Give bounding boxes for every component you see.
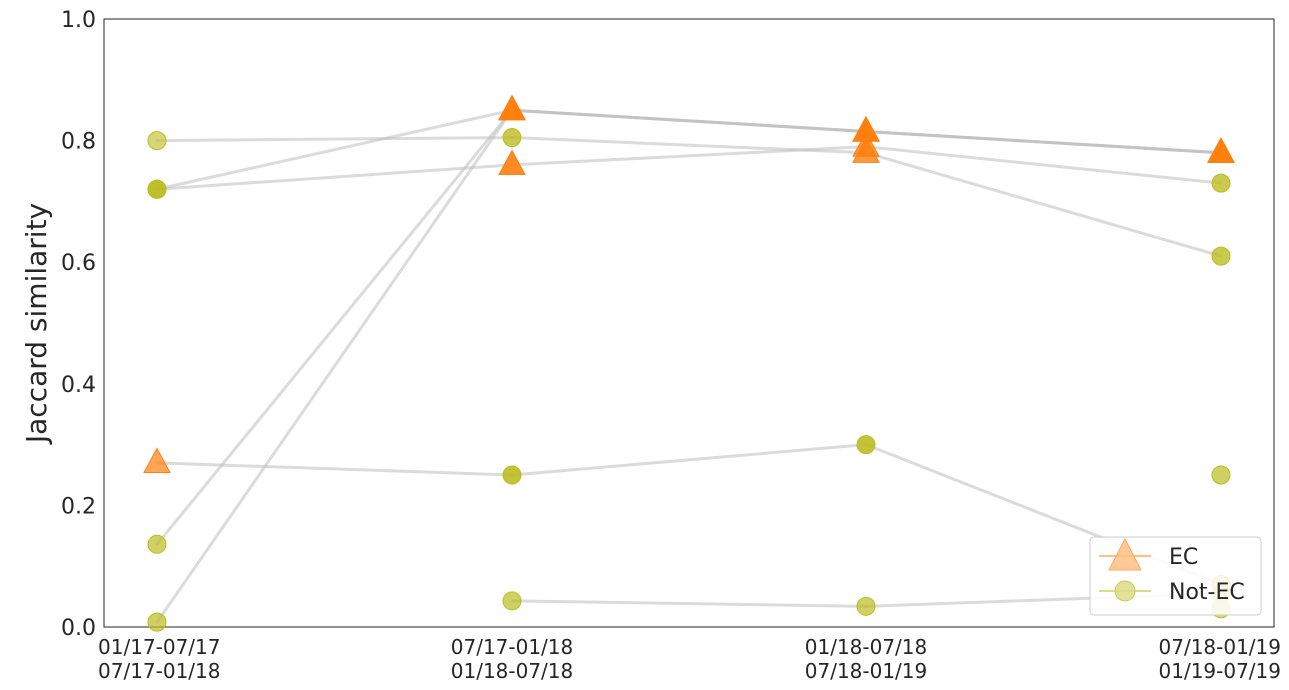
series-line-segment (510, 443, 868, 477)
y-tick-label: 1.0 (61, 8, 96, 33)
ec-triangle-marker (1207, 137, 1235, 163)
y-tick-label: 0.2 (61, 494, 96, 519)
series-markers (143, 94, 1235, 632)
not-ec-circle-marker (856, 596, 876, 616)
series-line-segment (864, 145, 1223, 185)
series-line-segment (155, 108, 514, 546)
ec-triangle-marker (498, 149, 526, 176)
x-axis-ticks: 01/17-07/1707/17-01/1807/17-01/1801/18-0… (98, 635, 1281, 683)
not-ec-circle-marker (147, 612, 167, 632)
series-line-segment (155, 108, 514, 624)
x-tick-label: 01/18-07/18 (805, 635, 928, 659)
ec-triangle-marker (852, 137, 880, 163)
y-tick-label: 0.8 (61, 130, 96, 155)
series-line-segment (155, 461, 514, 477)
series-line-segment (155, 108, 514, 191)
series-lines (155, 108, 1223, 624)
series-line-segment (155, 163, 514, 191)
series-line-segment (510, 108, 868, 133)
series-line-segment (510, 136, 868, 155)
series-line-segment (864, 129, 1223, 155)
not-ec-circle-marker (147, 131, 167, 151)
y-tick-label: 0.0 (61, 616, 96, 641)
x-tick-label: 07/17-01/18 (98, 659, 221, 683)
y-axis-label: Jaccard similarity (20, 203, 53, 445)
series-line-segment (510, 599, 868, 608)
not-ec-circle-marker (1211, 246, 1231, 266)
ec-triangle-marker (143, 447, 171, 473)
not-ec-circle-marker (147, 179, 167, 199)
y-tick-label: 0.4 (61, 373, 96, 398)
legend-not-ec-circle-icon (1114, 580, 1136, 602)
ec-triangle-marker (498, 94, 526, 121)
x-tick-label: 07/18-01/19 (1159, 635, 1282, 659)
not-ec-circle-marker (147, 534, 167, 554)
not-ec-circle-marker (502, 465, 522, 485)
x-tick-label: 07/17-01/18 (451, 635, 574, 659)
y-tick-label: 0.6 (61, 251, 96, 276)
x-tick-label: 01/18-07/18 (451, 659, 574, 683)
legend-ec-triangle-icon (1108, 537, 1142, 571)
y-axis-ticks: 0.0 0.2 0.4 0.6 0.8 1.0 (61, 8, 96, 641)
series-line-segment (155, 136, 514, 143)
x-tick-label: 07/18-01/19 (805, 659, 928, 683)
not-ec-circle-marker (502, 591, 522, 611)
legend-label-not-ec: Not-EC (1169, 580, 1245, 605)
not-ec-circle-marker (1211, 173, 1231, 193)
series-line-segment (864, 151, 1223, 258)
legend: EC Not-EC (1089, 536, 1262, 616)
ec-triangle-marker (852, 116, 880, 142)
not-ec-circle-marker (856, 435, 876, 455)
not-ec-circle-marker (1211, 465, 1231, 485)
x-tick-label: 01/19-07/19 (1159, 659, 1282, 683)
not-ec-circle-marker (502, 128, 522, 148)
legend-label-ec: EC (1169, 545, 1198, 570)
x-tick-label: 01/17-07/17 (98, 635, 221, 659)
